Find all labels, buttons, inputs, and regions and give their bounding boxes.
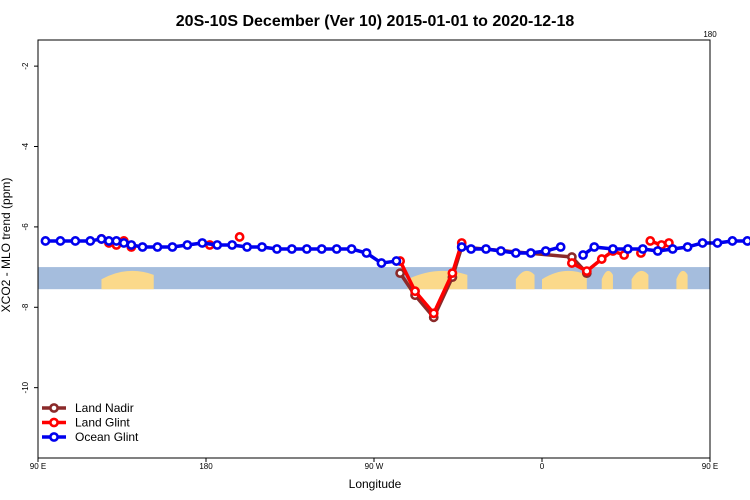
- ocean-glint-point: [682, 242, 693, 252]
- land-glint-point: [596, 254, 607, 264]
- y-tick-label: -4: [21, 142, 30, 150]
- y-axis-label: XCO2 - MLO trend (ppm): [0, 178, 13, 313]
- ocean-glint-point: [286, 244, 297, 254]
- ocean-glint-point: [652, 246, 663, 256]
- ocean-glint-point: [697, 238, 708, 248]
- land-shape: [101, 270, 154, 290]
- ocean-glint-point: [578, 250, 588, 260]
- ocean-glint-point: [104, 236, 114, 246]
- x-top-tick-label: 180: [703, 30, 717, 39]
- ocean-glint-point: [456, 242, 467, 252]
- legend-ocean-glint-marker: [49, 432, 59, 442]
- x-tick-label: 0: [540, 462, 545, 471]
- y-tick-label: -6: [21, 223, 30, 231]
- ocean-glint-point: [391, 256, 402, 266]
- y-tick-label: -2: [21, 62, 30, 70]
- ocean-glint-point: [712, 238, 723, 248]
- land-shape: [631, 270, 649, 290]
- legend-ocean-glint-label: Ocean Glint: [75, 430, 139, 444]
- ocean-glint-point: [70, 236, 81, 246]
- series-layer: [40, 232, 750, 323]
- ocean-glint-point: [152, 242, 163, 252]
- ocean-glint-point: [589, 242, 600, 252]
- ocean-glint-point: [555, 242, 566, 252]
- ocean-glint-point: [316, 244, 327, 254]
- land-shape: [676, 270, 688, 290]
- ocean-glint-point: [622, 244, 633, 254]
- land-glint-point: [645, 236, 656, 246]
- ocean-glint-line: [582, 238, 750, 257]
- ocean-glint-point: [510, 248, 521, 258]
- ocean-glint-point: [126, 240, 137, 250]
- ocean-glint-point: [496, 246, 506, 256]
- ocean-glint-point: [167, 242, 178, 252]
- ocean-glint-point: [301, 244, 312, 254]
- ocean-glint-point: [667, 244, 678, 254]
- land-nadir-point: [395, 268, 406, 279]
- chart-title: 20S-10S December (Ver 10) 2015-01-01 to …: [176, 13, 575, 30]
- land-glint-point: [566, 258, 577, 268]
- ocean-glint-point: [227, 240, 238, 250]
- ocean-glint-point: [466, 244, 476, 254]
- legend-land-glint-marker: [49, 417, 59, 428]
- ocean-glint-point: [85, 236, 96, 246]
- x-tick-label: 90 E: [30, 462, 46, 471]
- ocean-glint-point: [197, 238, 208, 248]
- ocean-glint-point: [742, 236, 750, 246]
- ocean-glint-point: [118, 238, 129, 248]
- ocean-glint-point: [242, 242, 252, 252]
- land-glint-point: [410, 286, 420, 297]
- legend-land-nadir-marker: [49, 403, 59, 413]
- ocean-glint-point: [361, 248, 372, 258]
- ocean-glint-point: [376, 258, 387, 268]
- x-tick-label: 90 E: [702, 462, 718, 471]
- ocean-glint-point: [525, 248, 536, 258]
- x-tick-label: 180: [199, 462, 213, 471]
- land-shape: [601, 270, 613, 290]
- legend-land-glint-label: Land Glint: [75, 416, 130, 430]
- x-axis-label: Longitude: [349, 477, 402, 491]
- ocean-glint-point: [111, 236, 122, 246]
- ocean-glint-point: [608, 244, 618, 254]
- land-glint-point: [234, 232, 245, 242]
- ocean-glint-point: [727, 236, 738, 246]
- x-axis: 90 E 180 90 W 0 90 E 180: [30, 30, 718, 471]
- ocean-glint-point: [96, 234, 107, 244]
- land-glint-point: [447, 268, 458, 279]
- ocean-glint-point: [182, 240, 193, 250]
- ocean-glint-point: [331, 244, 342, 254]
- land-glint-point: [581, 266, 592, 277]
- x-tick-label: 90 W: [365, 462, 384, 471]
- y-tick-label: -8: [21, 303, 30, 311]
- land-glint-point: [428, 308, 439, 319]
- y-tick-label: -10: [21, 381, 30, 393]
- y-axis: -2 -4 -6 -8 -10: [21, 62, 38, 393]
- ocean-glint-point: [481, 244, 491, 254]
- legend-land-nadir-label: Land Nadir: [75, 401, 134, 415]
- land-shape: [542, 270, 587, 290]
- ocean-glint-point: [137, 242, 148, 252]
- ocean-glint-point: [257, 242, 267, 252]
- ocean-glint-point: [346, 244, 357, 254]
- ocean-glint-point: [540, 246, 551, 256]
- ocean-glint-point: [272, 244, 282, 254]
- ocean-glint-point: [40, 236, 51, 246]
- map-band: [38, 267, 710, 290]
- ocean-glint-point: [212, 240, 223, 250]
- ocean-glint-point: [637, 244, 648, 254]
- ocean-glint-point: [55, 236, 66, 246]
- land-shape: [515, 270, 535, 290]
